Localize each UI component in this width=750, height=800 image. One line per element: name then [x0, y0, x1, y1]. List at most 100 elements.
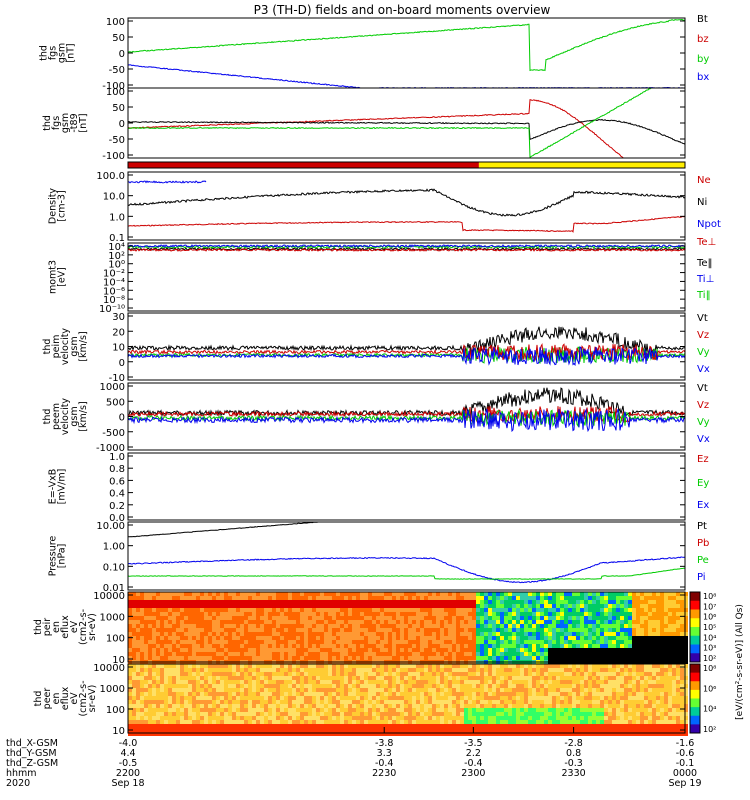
- heatmap-cell: [380, 720, 384, 724]
- heatmap-cell: [516, 728, 520, 732]
- heatmap-cell: [288, 632, 292, 636]
- heatmap-cell: [440, 616, 444, 620]
- heatmap-cell: [200, 632, 204, 636]
- heatmap-cell: [324, 676, 328, 680]
- heatmap-cell: [564, 600, 568, 604]
- heatmap-cell: [192, 596, 196, 600]
- heatmap-cell: [324, 604, 328, 608]
- heatmap-cell: [544, 628, 548, 632]
- heatmap-cell: [556, 664, 560, 668]
- heatmap-cell: [592, 708, 596, 712]
- heatmap-cell: [412, 644, 416, 648]
- heatmap-cell: [196, 616, 200, 620]
- heatmap-cell: [520, 656, 524, 660]
- heatmap-cell: [244, 608, 248, 612]
- heatmap-cell: [440, 684, 444, 688]
- heatmap-cell: [344, 700, 348, 704]
- heatmap-cell: [224, 640, 228, 644]
- heatmap-cell: [184, 624, 188, 628]
- heatmap-cell: [432, 592, 436, 596]
- heatmap-cell: [156, 688, 160, 692]
- heatmap-cell: [512, 628, 516, 632]
- heatmap-cell: [436, 656, 440, 660]
- heatmap-cell: [680, 648, 684, 652]
- heatmap-cell: [544, 636, 548, 640]
- heatmap-cell: [152, 708, 156, 712]
- heatmap-cell: [420, 652, 424, 656]
- heatmap-cell: [224, 656, 228, 660]
- heatmap-cell: [592, 616, 596, 620]
- heatmap-cell: [244, 636, 248, 640]
- series-line: [127, 387, 686, 419]
- heatmap-cell: [604, 656, 608, 660]
- heatmap-cell: [304, 648, 308, 652]
- heatmap-cell: [472, 672, 476, 676]
- heatmap-cell: [612, 716, 616, 720]
- heatmap-cell: [476, 644, 480, 648]
- heatmap-cell: [572, 708, 576, 712]
- heatmap-cell: [656, 628, 660, 632]
- heatmap-cell: [348, 720, 352, 724]
- heatmap-cell: [172, 724, 176, 728]
- heatmap-cell: [172, 680, 176, 684]
- heatmap-cell: [424, 636, 428, 640]
- heatmap-cell: [488, 600, 492, 604]
- heatmap-cell: [240, 668, 244, 672]
- heatmap-cell: [344, 652, 348, 656]
- heatmap-cell: [228, 652, 232, 656]
- heatmap-cell: [420, 632, 424, 636]
- heatmap-cell: [192, 672, 196, 676]
- heatmap-cell: [640, 612, 644, 616]
- heatmap-cell: [532, 672, 536, 676]
- heatmap-cell: [216, 600, 220, 604]
- heatmap-cell: [460, 724, 464, 728]
- heatmap-cell: [368, 648, 372, 652]
- heatmap-cell: [548, 624, 552, 628]
- heatmap-cell: [572, 596, 576, 600]
- heatmap-cell: [480, 612, 484, 616]
- heatmap-cell: [336, 632, 340, 636]
- heatmap-cell: [140, 624, 144, 628]
- heatmap-cell: [460, 680, 464, 684]
- heatmap-cell: [304, 608, 308, 612]
- heatmap-cell: [148, 692, 152, 696]
- heatmap-cell: [452, 600, 456, 604]
- heatmap-cell: [460, 668, 464, 672]
- heatmap-cell: [608, 592, 612, 596]
- heatmap-cell: [604, 692, 608, 696]
- heatmap-cell: [292, 688, 296, 692]
- heatmap-cell: [176, 732, 180, 736]
- heatmap-cell: [472, 688, 476, 692]
- heatmap-cell: [200, 648, 204, 652]
- heatmap-cell: [140, 636, 144, 640]
- heatmap-cell: [128, 732, 132, 736]
- heatmap-cell: [280, 700, 284, 704]
- heatmap-cell: [600, 712, 604, 716]
- heatmap-cell: [564, 656, 568, 660]
- heatmap-cell: [612, 692, 616, 696]
- heatmap-cell: [620, 636, 624, 640]
- heatmap-cell: [196, 640, 200, 644]
- heatmap-cell: [372, 608, 376, 612]
- heatmap-cell: [552, 728, 556, 732]
- heatmap-cell: [676, 656, 680, 660]
- heatmap-cell: [344, 728, 348, 732]
- heatmap-cell: [540, 644, 544, 648]
- heatmap-cell: [648, 648, 652, 652]
- heatmap-cell: [480, 676, 484, 680]
- heatmap-cell: [680, 616, 684, 620]
- heatmap-cell: [360, 600, 364, 604]
- heatmap-cell: [412, 728, 416, 732]
- heatmap-cell: [204, 628, 208, 632]
- heatmap-cell: [352, 604, 356, 608]
- heatmap-cell: [572, 720, 576, 724]
- heatmap-cell: [288, 696, 292, 700]
- heatmap-cell: [492, 688, 496, 692]
- heatmap-cell: [668, 624, 672, 628]
- heatmap-cell: [424, 672, 428, 676]
- heatmap-cell: [232, 628, 236, 632]
- heatmap-cell: [544, 700, 548, 704]
- heatmap-cell: [300, 720, 304, 724]
- heatmap-cell: [500, 644, 504, 648]
- heatmap-cell: [416, 624, 420, 628]
